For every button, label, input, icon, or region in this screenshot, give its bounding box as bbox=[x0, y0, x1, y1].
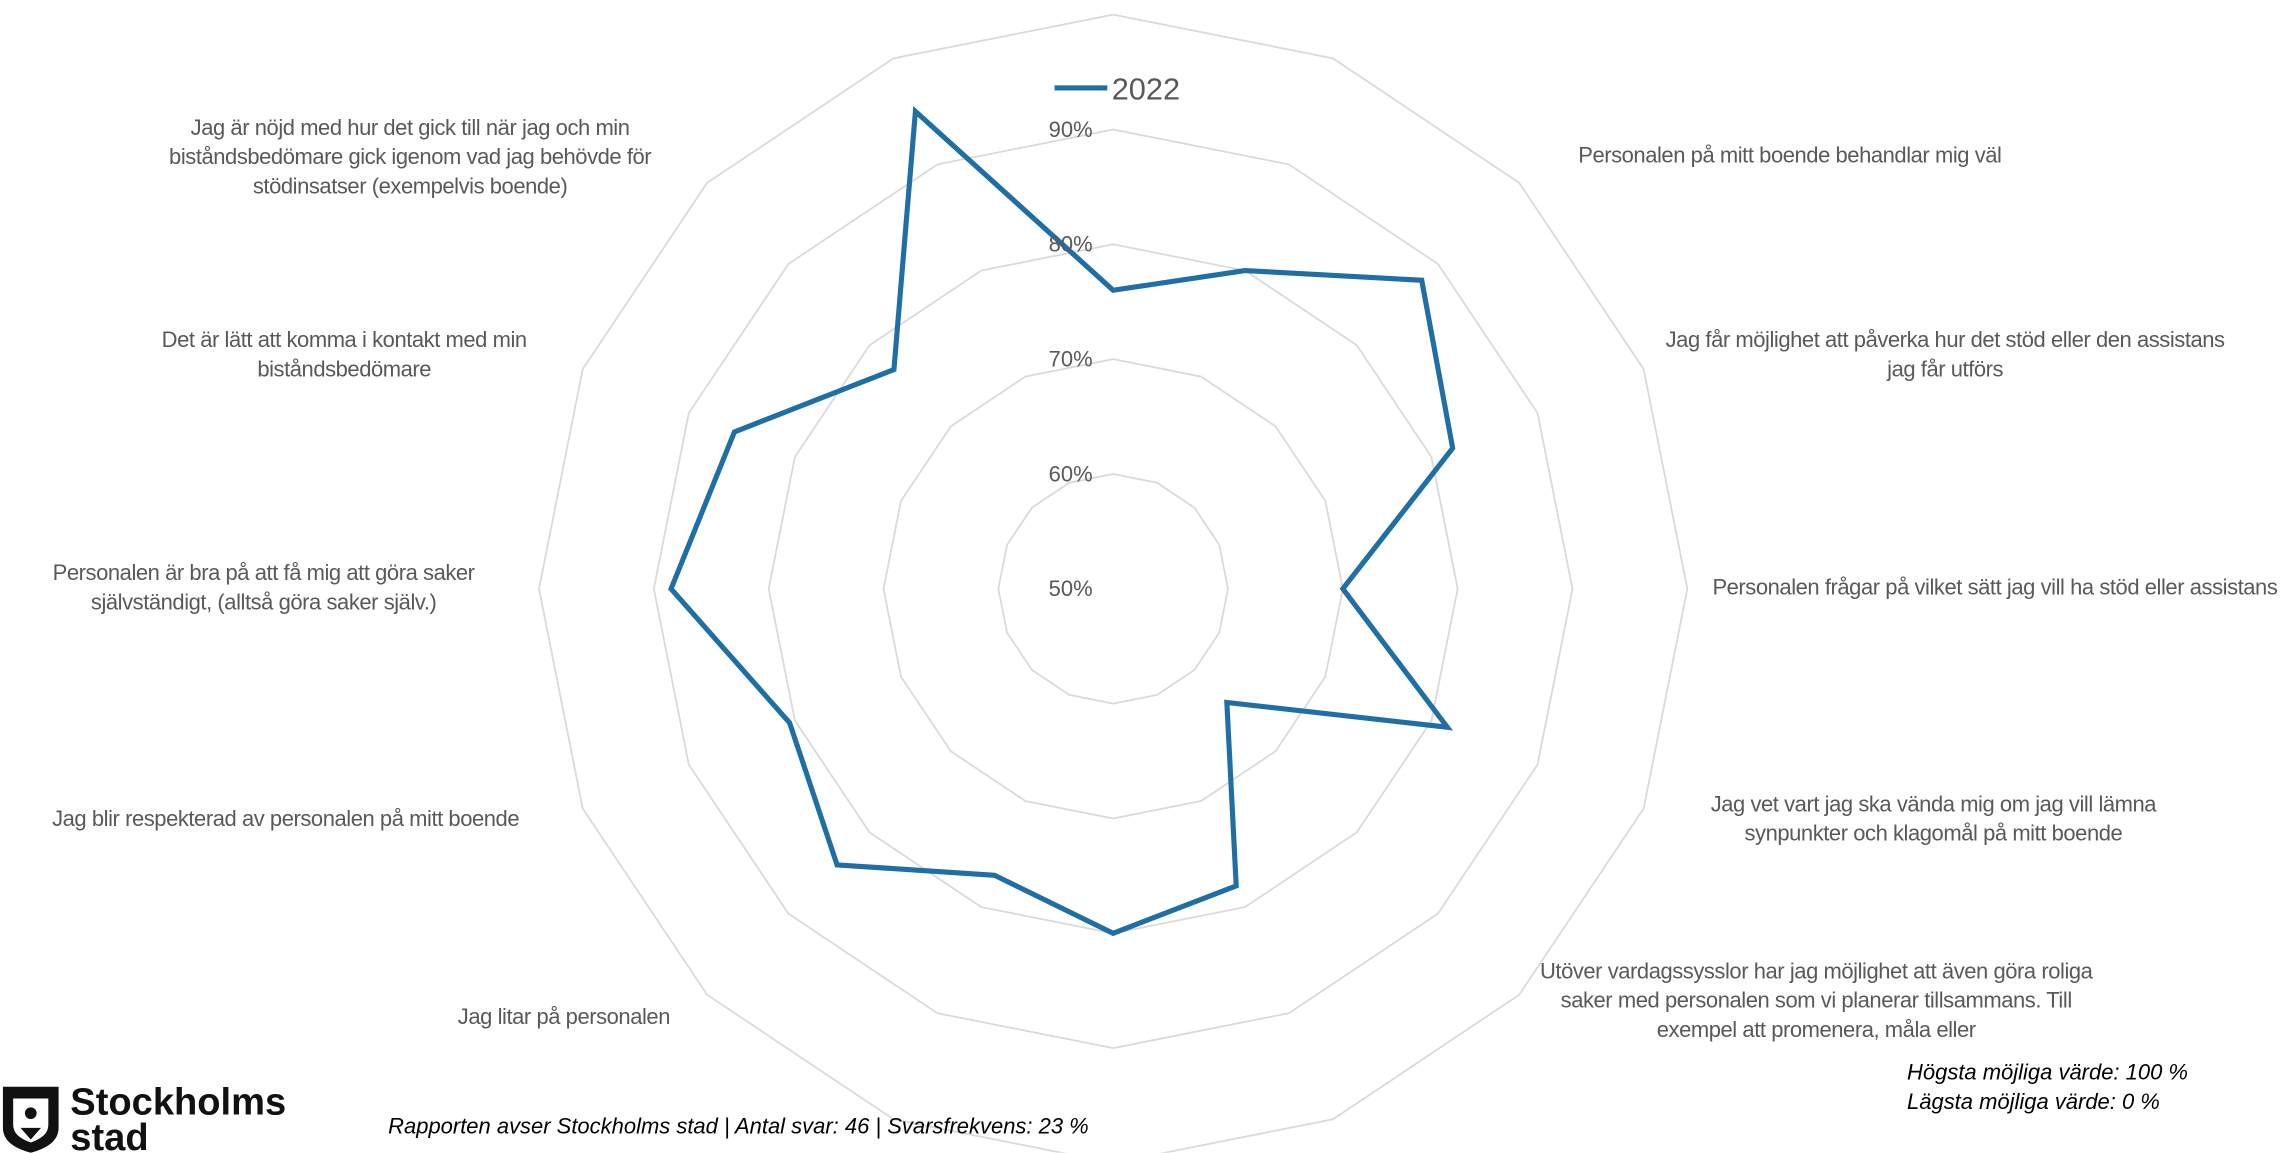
max-note: Högsta möjliga värde: 100 % bbox=[1907, 1060, 2188, 1086]
legend-label: 2022 bbox=[1112, 72, 1180, 107]
grid-ring bbox=[997, 473, 1229, 705]
y-tick-label: 60% bbox=[1049, 461, 1093, 486]
category-label: Jag litar på personalen bbox=[457, 1004, 671, 1030]
min-note: Lägsta möjliga värde: 0 % bbox=[1907, 1089, 2160, 1115]
footer-report: Rapporten avser Stockholms stad | Antal … bbox=[388, 1114, 1089, 1140]
category-label: Jag vet vart jag ska vända mig om jag vi… bbox=[1710, 792, 2157, 847]
grid-ring bbox=[652, 128, 1574, 1050]
y-tick-label: 70% bbox=[1049, 346, 1093, 371]
category-label: Det är lätt att komma i kontakt med min … bbox=[161, 328, 527, 383]
grid-ring bbox=[538, 13, 1689, 1153]
category-label: Jag får möjlighet att påverka hur det st… bbox=[1665, 328, 2225, 383]
category-label: Personalen är bra på att få mig att göra… bbox=[52, 560, 475, 616]
logo-text: Stockholms bbox=[70, 1079, 287, 1124]
category-label: Jag är nöjd med hur det gick till när ja… bbox=[169, 115, 652, 200]
logo-text: stad bbox=[70, 1114, 149, 1153]
series-line bbox=[668, 106, 1456, 937]
category-label: Jag blir respekterad av personalen på mi… bbox=[52, 807, 520, 832]
category-label: Personalen frågar på vilket sätt jag vil… bbox=[1712, 575, 2278, 601]
y-tick-label: 50% bbox=[1049, 576, 1093, 601]
grid-ring bbox=[767, 243, 1459, 935]
grid-ring bbox=[882, 358, 1344, 820]
y-tick-label: 90% bbox=[1049, 117, 1093, 142]
logo-shield bbox=[2, 1086, 59, 1153]
category-label: Personalen på mitt boende behandlar mig … bbox=[1578, 143, 2002, 169]
y-tick-label: 80% bbox=[1049, 232, 1093, 257]
category-label: Utöver vardagssysslor har jag möjlighet … bbox=[1539, 959, 2093, 1043]
